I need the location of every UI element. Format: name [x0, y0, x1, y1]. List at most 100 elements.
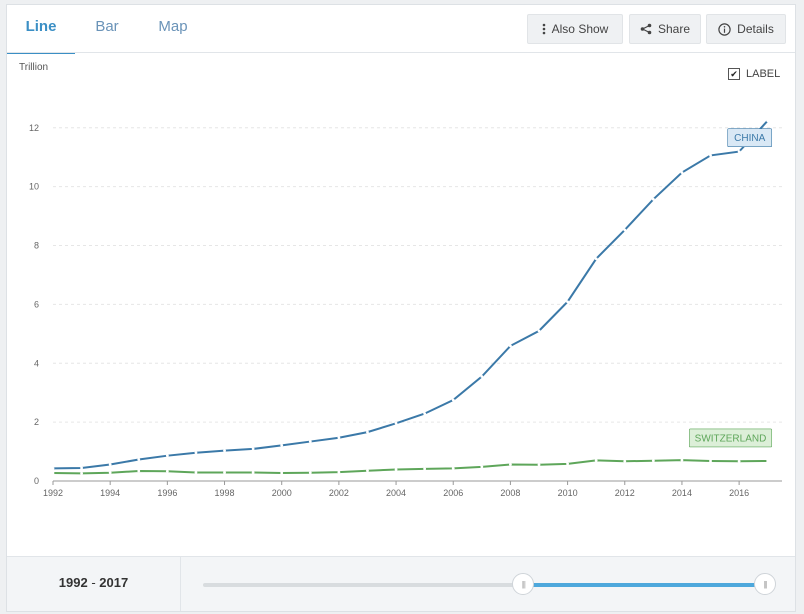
data-point — [480, 375, 484, 378]
y-tick-label: 2 — [34, 417, 39, 427]
data-point — [251, 447, 255, 451]
data-point — [80, 466, 83, 470]
data-point — [194, 451, 198, 455]
data-point — [308, 471, 312, 475]
data-point — [308, 440, 312, 443]
line-chart: 0 2 4 6 8 10 12 1992 1994 1996 1998 2000 2002 2004 200… — [29, 119, 782, 498]
label-toggle-text: LABEL — [746, 68, 781, 80]
y-tick-label: 10 — [29, 182, 39, 192]
data-point — [366, 469, 369, 473]
data-point — [137, 458, 141, 461]
range-start-handle[interactable]: ||| — [512, 573, 535, 595]
range-end-handle[interactable]: ||| — [754, 573, 776, 595]
share-button[interactable]: Share — [629, 14, 701, 44]
x-tick-label: 1998 — [215, 488, 235, 498]
range-separator: - — [91, 575, 96, 590]
range-start-year: 1992 — [58, 575, 88, 590]
tab-line[interactable]: Line — [7, 5, 75, 54]
data-point — [165, 469, 169, 473]
details-button[interactable]: Details — [706, 14, 786, 44]
x-tick-label: 1996 — [157, 488, 177, 498]
x-tick-label: 2006 — [443, 488, 463, 498]
x-tick-label: 2008 — [500, 488, 520, 498]
data-point — [566, 300, 569, 304]
data-point — [737, 150, 741, 154]
data-point — [51, 471, 55, 475]
data-point — [709, 459, 712, 463]
series-label: CHINA — [734, 133, 765, 144]
x-tick-label: 2014 — [672, 488, 692, 498]
y-tick-label: 4 — [34, 358, 39, 368]
data-point — [680, 171, 684, 174]
tab-map[interactable]: Map — [158, 18, 188, 35]
footer-divider — [180, 557, 181, 611]
chart-type-tabs: Line Bar Map — [7, 5, 267, 54]
range-slider-fill — [523, 583, 765, 587]
x-tick-label: 1994 — [100, 488, 120, 498]
data-point — [251, 471, 255, 474]
data-point — [423, 412, 427, 415]
header-divider — [7, 52, 795, 53]
data-point — [680, 458, 684, 462]
data-point — [137, 469, 141, 473]
series-label-box — [727, 128, 773, 148]
data-point — [223, 471, 226, 474]
data-point — [651, 197, 655, 201]
data-point — [537, 463, 541, 467]
series-line-switzerland — [52, 459, 768, 475]
range-end-year: 2017 — [99, 575, 129, 590]
data-point — [537, 329, 541, 333]
data-point — [108, 471, 112, 475]
data-point — [594, 458, 598, 462]
range-slider-track[interactable] — [203, 583, 765, 587]
y-tick-label: 12 — [29, 123, 39, 133]
x-tick-label: 1992 — [43, 488, 63, 498]
x-tick-label: 2010 — [558, 488, 578, 498]
vertical-dots-icon — [542, 23, 546, 35]
year-range-display: 1992 - 2017 — [7, 575, 180, 590]
tab-bar[interactable]: Bar — [95, 18, 119, 35]
info-icon — [718, 22, 731, 36]
data-point — [766, 119, 770, 123]
data-point — [737, 459, 741, 463]
data-point — [451, 398, 455, 402]
label-toggle[interactable]: ✔ LABEL — [728, 68, 780, 80]
chart-panel: Line Bar Map Also Show Share Details Tri… — [6, 4, 796, 612]
y-tick-label: 6 — [34, 299, 39, 309]
data-point — [223, 449, 226, 453]
data-point — [337, 436, 341, 440]
share-icon — [640, 23, 652, 35]
data-point — [280, 471, 284, 475]
details-label: Details — [737, 22, 774, 36]
data-point — [108, 463, 112, 466]
x-tick-label: 2002 — [329, 488, 349, 498]
data-point — [509, 344, 512, 348]
x-tick-label: 2004 — [386, 488, 406, 498]
data-point — [51, 466, 55, 470]
share-label: Share — [657, 22, 691, 36]
x-tick-label: 2016 — [729, 488, 749, 498]
series-line-china — [52, 120, 769, 470]
y-axis-unit-label: Trillion — [19, 62, 49, 73]
data-point — [337, 470, 341, 474]
data-point — [366, 430, 369, 434]
data-point — [709, 154, 712, 157]
time-range-footer: 1992 - 2017 ||| ||| — [7, 556, 795, 611]
data-point — [280, 443, 284, 447]
data-point — [194, 471, 198, 474]
data-point — [651, 459, 655, 463]
data-point — [766, 459, 770, 463]
data-point — [594, 257, 598, 261]
data-point — [509, 463, 512, 466]
data-point — [80, 471, 83, 475]
data-point — [451, 466, 455, 470]
x-tick-label: 2000 — [272, 488, 292, 498]
data-point — [394, 468, 398, 471]
series-label-box — [689, 428, 773, 448]
data-point — [165, 454, 169, 458]
also-show-button[interactable]: Also Show — [527, 14, 623, 44]
data-point — [423, 467, 427, 471]
x-tick-label: 2012 — [615, 488, 635, 498]
label-checkbox[interactable]: ✔ — [728, 68, 740, 80]
y-tick-label: 0 — [34, 476, 39, 486]
